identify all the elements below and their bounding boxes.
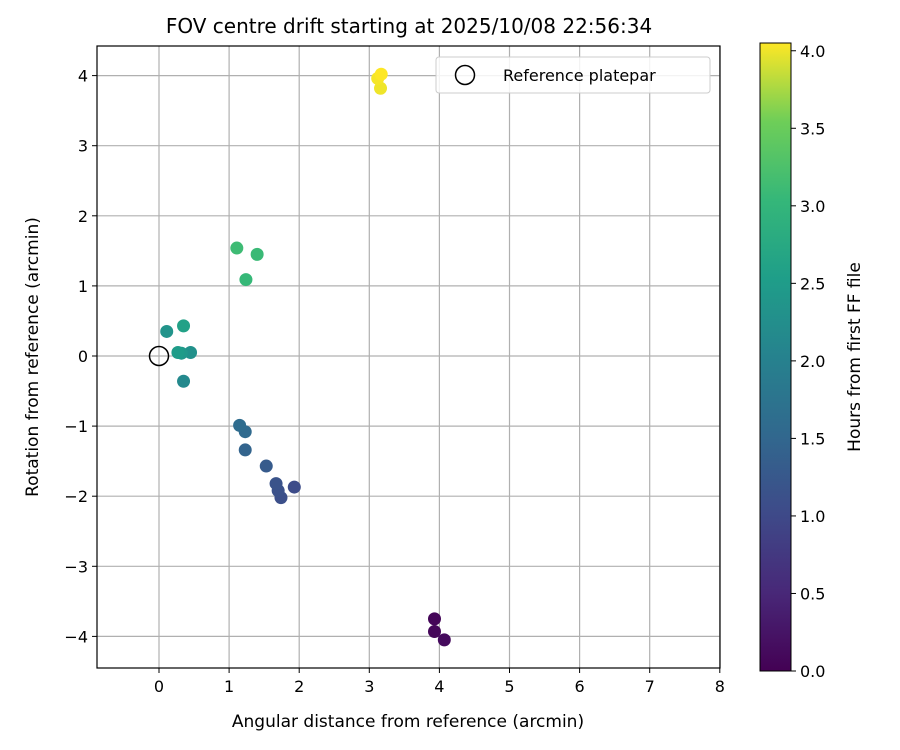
x-tick-label: 6 bbox=[575, 677, 585, 696]
reference-marker bbox=[148, 345, 170, 367]
data-point bbox=[238, 443, 252, 457]
legend-reference-marker bbox=[454, 64, 476, 86]
x-tick-label: 2 bbox=[294, 677, 304, 696]
data-point bbox=[239, 273, 253, 287]
data-point bbox=[437, 633, 451, 647]
x-axis-label: Angular distance from reference (arcmin) bbox=[232, 712, 584, 732]
data-point bbox=[177, 319, 191, 333]
x-tick-label: 7 bbox=[645, 677, 655, 696]
data-point bbox=[269, 477, 283, 491]
x-tick-label: 5 bbox=[504, 677, 514, 696]
data-point bbox=[160, 324, 174, 338]
legend: Reference platepar bbox=[435, 56, 711, 94]
data-point bbox=[230, 241, 244, 255]
colorbar-tick-label: 0.0 bbox=[800, 662, 825, 681]
colorbar-tick-label: 0.5 bbox=[800, 584, 825, 603]
data-point bbox=[427, 624, 441, 638]
y-tick-label: −3 bbox=[64, 557, 88, 576]
y-tick-label: 3 bbox=[78, 137, 88, 156]
data-point bbox=[177, 374, 191, 388]
colorbar-tick-label: 2.5 bbox=[800, 274, 825, 293]
data-point bbox=[374, 81, 388, 95]
data-point bbox=[287, 480, 301, 494]
data-point bbox=[427, 612, 441, 626]
data-point bbox=[374, 67, 388, 81]
y-tick-label: 4 bbox=[78, 67, 88, 86]
colorbar-tick-label: 3.0 bbox=[800, 197, 825, 216]
x-axis-ticks: 0 1 2 3 4 5 6 7 8 bbox=[154, 668, 725, 696]
y-tick-label: 0 bbox=[78, 347, 88, 366]
data-points bbox=[160, 67, 451, 647]
colorbar-label: Hours from first FF file bbox=[845, 262, 865, 452]
data-point bbox=[171, 345, 185, 359]
x-tick-label: 0 bbox=[154, 677, 164, 696]
colorbar-tick-label: 4.0 bbox=[800, 42, 825, 61]
x-tick-label: 4 bbox=[434, 677, 444, 696]
y-tick-label: −2 bbox=[64, 487, 88, 506]
y-tick-label: −1 bbox=[64, 417, 88, 436]
chart-title: FOV centre drift starting at 2025/10/08 … bbox=[166, 14, 652, 38]
y-tick-label: −4 bbox=[64, 627, 88, 646]
x-tick-label: 3 bbox=[364, 677, 374, 696]
grid bbox=[97, 46, 721, 668]
data-point bbox=[233, 418, 247, 432]
legend-reference-label: Reference platepar bbox=[503, 66, 656, 85]
plot-frame bbox=[96, 45, 721, 669]
legend-box bbox=[435, 56, 711, 94]
colorbar-tick-label: 2.0 bbox=[800, 352, 825, 371]
x-tick-label: 8 bbox=[715, 677, 725, 696]
y-axis-label: Rotation from reference (arcmin) bbox=[23, 217, 43, 497]
y-tick-label: 2 bbox=[78, 207, 88, 226]
colorbar-tick-label: 1.0 bbox=[800, 507, 825, 526]
x-tick-label: 1 bbox=[224, 677, 234, 696]
colorbar-ticks: 0.0 0.5 1.0 1.5 2.0 2.5 3.0 3.5 4.0 bbox=[791, 42, 825, 681]
y-tick-label: 1 bbox=[78, 277, 88, 296]
colorbar-tick-label: 1.5 bbox=[800, 429, 825, 448]
colorbar bbox=[759, 42, 792, 672]
colorbar-tick-label: 3.5 bbox=[800, 119, 825, 138]
data-point bbox=[250, 247, 264, 261]
y-axis-ticks: −4 −3 −2 −1 0 1 2 3 4 bbox=[64, 67, 97, 646]
data-point bbox=[259, 459, 273, 473]
